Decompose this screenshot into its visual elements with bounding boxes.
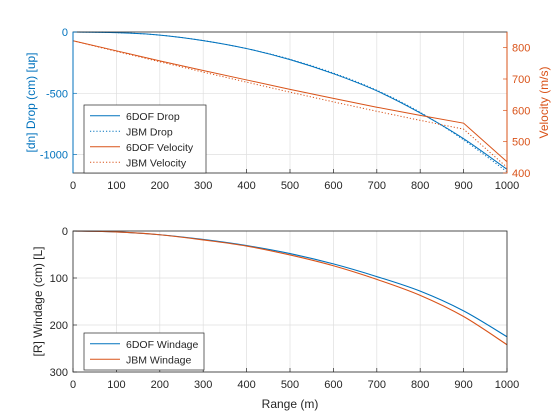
bottom-legend-entry: 6DOF Windage: [126, 339, 199, 351]
bottom-y-tick-label: 0: [62, 226, 68, 238]
top-left-y-tick-label: -1000: [40, 150, 68, 162]
top-left-y-tick-label: -500: [46, 88, 68, 100]
bottom-x-label: Range (m): [262, 397, 319, 411]
bottom-x-tick-label: 400: [237, 379, 255, 391]
bottom-legend-box: [83, 332, 205, 371]
top-x-tick-label: 700: [368, 180, 386, 192]
top-legend-box: [83, 104, 207, 174]
top-series-lines: [72, 31, 508, 173]
bottom-legend-entry: JBM Windage: [126, 354, 192, 366]
top-legend-entry: JBM Drop: [126, 126, 173, 138]
bottom-x-tick-label: 900: [454, 379, 472, 391]
bottom-y-tick-label: 300: [50, 367, 68, 379]
top-series-line-3: [72, 40, 508, 168]
top-right-y-tick-label: 500: [512, 137, 530, 149]
top-series-line-2: [72, 40, 508, 163]
bottom-series-lines: [72, 230, 508, 346]
bottom-x-tick-label: 300: [194, 379, 212, 391]
top-x-tick-label: 400: [237, 180, 255, 192]
bottom-x-tick-label: 700: [368, 379, 386, 391]
bottom-y-tick-label: 200: [50, 320, 68, 332]
bottom-x-tick-label: 500: [281, 379, 299, 391]
top-left-y-tick-label: 0: [62, 27, 68, 39]
bottom-y-tick-label: 100: [50, 273, 68, 285]
top-x-tick-label: 200: [151, 180, 169, 192]
bottom-y-label: [R] Windage (cm) [L]: [31, 246, 45, 356]
top-legend-entry: 6DOF Drop: [126, 111, 180, 123]
bottom-x-tick-label: 600: [324, 379, 342, 391]
top-ticks: 0 100 200 300 400 500 600 700 800 900 1000 0 -500 -10…: [40, 27, 531, 192]
bottom-x-tick-label: 200: [151, 379, 169, 391]
top-left-y-label: [dn] Drop (cm) [up]: [24, 52, 38, 152]
bottom-series-line-1: [72, 230, 508, 346]
bottom-x-tick-label: 100: [107, 379, 125, 391]
bottom-x-tick-label: 800: [411, 379, 429, 391]
top-series-line-1: [72, 31, 508, 173]
top-subplot: 0 100 200 300 400 500 600 700 800 900 1000 0 -500 -10…: [24, 27, 551, 192]
top-x-tick-label: 300: [194, 180, 212, 192]
top-x-tick-label: 1000: [495, 180, 519, 192]
top-x-tick-label: 800: [411, 180, 429, 192]
bottom-x-tick-label: 0: [70, 379, 76, 391]
top-x-tick-label: 0: [70, 180, 76, 192]
top-right-y-tick-label: 800: [512, 43, 530, 55]
top-x-tick-label: 100: [107, 180, 125, 192]
bottom-x-tick-label: 1000: [495, 379, 519, 391]
bottom-ticks: 0 100 200 300 400 500 600 700 800 900 1000 0 100 200 3…: [50, 226, 520, 391]
top-legend: 6DOF Drop JBM Drop 6DOF Velocity JBM Veloci…: [83, 104, 207, 174]
top-right-y-tick-label: 600: [512, 105, 530, 117]
top-x-tick-label: 900: [454, 180, 472, 192]
top-x-tick-label: 600: [324, 180, 342, 192]
top-legend-entry: JBM Velocity: [126, 157, 187, 169]
bottom-subplot: 0 100 200 300 400 500 600 700 800 900 1000 0 100 200 3…: [31, 226, 519, 411]
top-legend-entry: 6DOF Velocity: [126, 142, 194, 154]
top-right-y-tick-label: 700: [512, 74, 530, 86]
top-x-tick-label: 500: [281, 180, 299, 192]
top-right-y-label: Velocity (m/s): [537, 66, 551, 138]
top-right-y-tick-label: 400: [512, 168, 530, 180]
bottom-legend: 6DOF Windage JBM Windage: [83, 332, 205, 371]
